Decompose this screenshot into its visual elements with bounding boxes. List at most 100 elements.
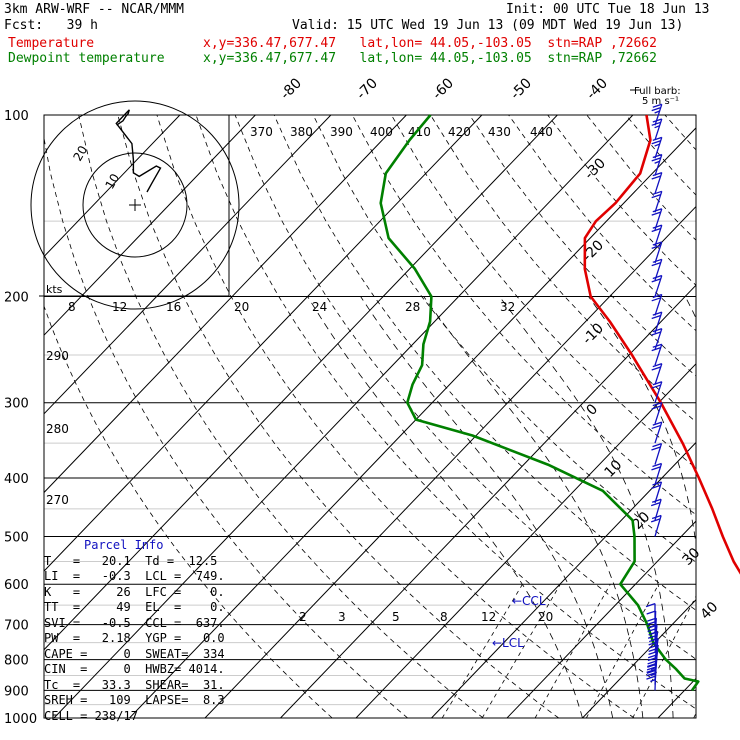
hodograph-speed-label: 8 [68,300,76,314]
dry-adiabat [156,115,635,718]
hodograph-ring-label: 10 [102,171,122,191]
wind-barb-flag [651,514,662,520]
wind-barb-flag [652,136,663,141]
barb-legend-units: 5 m s⁻¹ [642,96,679,107]
parcel-info-title: Parcel Info [84,538,164,552]
skewt-grid [44,115,696,718]
hodograph-speed-label: 28 [405,300,420,314]
lcl-marker: ←LCL [492,636,524,650]
pressure-label-200: 200 [4,291,29,306]
wind-barb-flag [646,610,656,615]
moist-adiabat [307,296,583,718]
wind-barb-flag [651,297,661,302]
wind-barb [651,136,663,159]
isotherm-label-right: 40 [698,599,722,623]
wind-barb-staff [654,421,663,444]
isotherm [204,205,696,718]
pressure-label-400: 400 [4,472,29,487]
init-time: Init: 00 UTC Tue 18 Jun 13 [506,2,710,17]
hodograph-ring-label: 20 [70,143,90,163]
wind-barb [651,311,663,334]
parcel-info-row: PW = 2.18 YGP = 0.0 [44,631,225,645]
isotherm [506,520,696,718]
wind-barb-flag [654,160,660,164]
dry-adiabat [625,115,696,196]
wind-barb-flag [646,675,656,680]
wind-barb-flag [651,366,661,371]
dry-adiabat [234,115,696,660]
pressure-label-100: 100 [4,109,29,124]
dry-adiabat [430,115,696,423]
legend-temperature: Temperature [8,36,95,51]
theta-e-label: 390 [330,125,353,139]
mixing-ratio-label: 8 [440,610,448,624]
wind-barb-staff [654,172,663,194]
dry-adiabat [78,115,484,718]
isotherm [355,363,696,718]
theta-e-label: 400 [370,125,393,139]
wind-barb [651,190,663,213]
theta-e-label: 380 [290,125,313,139]
wind-barb [651,462,663,485]
legend-dewpoint: Dewpoint temperature [8,51,165,66]
dry-adiabat [469,115,696,377]
dry-adiabat [547,115,696,286]
isotherm-label-right: 10 [602,457,626,481]
isotherm [129,127,696,718]
wind-barb-flag [646,672,656,677]
dry-adiabat [351,115,696,516]
wind-barb-flag [646,669,657,674]
isotherm [44,115,332,415]
wind-barb-flag [645,602,656,608]
theta-label: 280 [46,422,69,436]
wind-barb [651,224,663,247]
isotherm-label-right: -10 [580,320,607,347]
wind-barb-flag [651,484,661,489]
wind-barb-flag [652,171,663,177]
wind-barb-flag [651,331,661,336]
wind-barb [651,153,663,176]
moist-adiabat [499,296,674,718]
theta-label: 270 [46,493,69,507]
wind-barb [651,343,663,366]
isotherm-label-right: -30 [582,155,609,182]
wind-barb-flag [651,244,661,250]
parcel-info-row: LI = -0.3 LCL = 749. [44,569,225,583]
wind-barb-flag [651,194,661,199]
barb-legend: Full barb: [634,86,681,97]
wind-barb-flag [652,190,663,195]
wind-barb-flag [652,224,663,229]
wind-barb [651,328,663,350]
mixing-ratio-label: 12 [481,610,496,624]
wind-barb-flag [651,175,661,180]
wind-barb-flag [652,328,663,333]
pressure-label-700: 700 [4,619,29,634]
wind-barb [651,381,663,403]
dry-adiabat [508,115,696,332]
wind-barb-flag [651,140,661,145]
parcel-info-row: CELL = 238/17 [44,708,138,723]
hodograph-ring [30,100,240,310]
wind-barb-flag [650,518,661,523]
parcel-info-box: Parcel Info T = 20.1 Td = 12.5 LI = -0.3 … [44,538,228,724]
hodograph-trace [115,109,162,193]
wind-barb-flag [651,446,661,451]
mixing-ratio-label: 3 [338,610,346,624]
wind-barb-flag [652,343,663,348]
parcel-info-row: SREH = 109 LAPSE= 8.3 [44,693,225,707]
theta-e-label: 420 [448,125,471,139]
moist-adiabat [423,296,644,718]
wind-barb [651,241,663,264]
wind-barb-flag [652,442,662,448]
wind-barb-flag [652,363,663,368]
wind-barb-flag [654,143,660,147]
pressure-label-1000: 1000 [4,712,37,727]
isotherm [280,284,696,718]
plot-frame [43,114,697,719]
pressure-label-300: 300 [4,397,29,412]
theta-label: 290 [46,349,69,363]
mixing-ratio-line [586,584,659,718]
wind-barb-flag [651,121,661,126]
dry-adiabat [586,115,696,241]
